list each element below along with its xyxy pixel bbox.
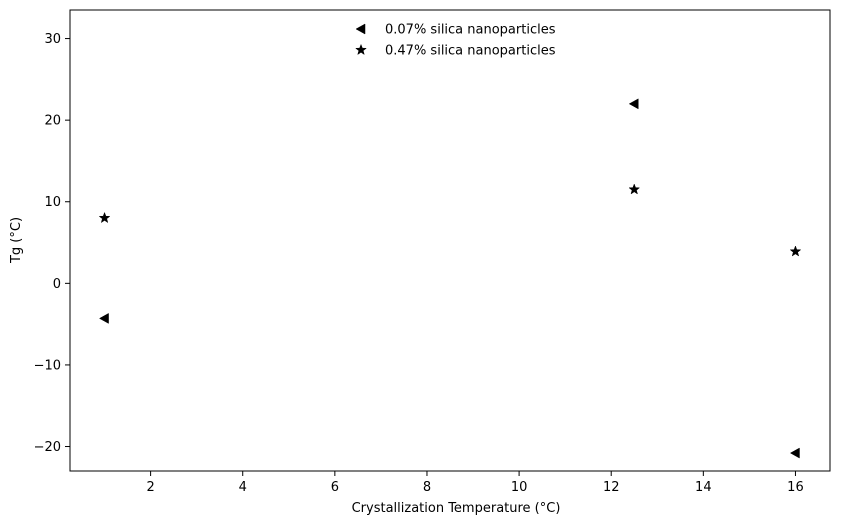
data-points xyxy=(98,98,802,459)
y-tick-label: 10 xyxy=(44,195,61,210)
point-0-47-percent xyxy=(628,183,641,195)
point-0-47-percent xyxy=(98,211,111,224)
x-tick-label: 2 xyxy=(146,480,154,495)
x-axis-label: Crystallization Temperature (°C) xyxy=(352,501,561,516)
y-tick-label: 0 xyxy=(53,277,61,292)
y-tick-label: −10 xyxy=(34,358,61,373)
x-tick-label: 8 xyxy=(423,480,431,495)
x-tick-label: 16 xyxy=(787,480,804,495)
x-tick-label: 14 xyxy=(695,480,712,495)
x-tick-label: 4 xyxy=(239,480,247,495)
x-axis-ticks: 2 4 6 8 10 12 14 16 xyxy=(146,471,804,495)
point-0-07-percent xyxy=(99,312,109,324)
point-0-47-percent xyxy=(789,245,802,257)
x-tick-label: 12 xyxy=(603,480,620,495)
y-axis-label: Tg (°C) xyxy=(9,217,24,264)
x-tick-label: 6 xyxy=(331,480,339,495)
plot-area xyxy=(69,9,831,472)
y-tick-label: −20 xyxy=(34,440,61,455)
y-tick-label: 30 xyxy=(44,32,61,47)
y-tick-label: 20 xyxy=(44,114,61,129)
legend-marker-star xyxy=(355,43,367,56)
point-0-07-percent xyxy=(628,98,639,110)
legend-marker-triangle xyxy=(355,23,366,35)
point-0-07-percent xyxy=(789,447,800,459)
y-axis-ticks: −20 −10 0 10 20 30 xyxy=(34,32,70,455)
legend-label: 0.47% silica nanoparticles xyxy=(385,44,556,59)
legend: 0.07% silica nanoparticles 0.47% silica n… xyxy=(355,23,556,59)
legend-label: 0.07% silica nanoparticles xyxy=(385,23,556,38)
x-tick-label: 10 xyxy=(511,480,528,495)
